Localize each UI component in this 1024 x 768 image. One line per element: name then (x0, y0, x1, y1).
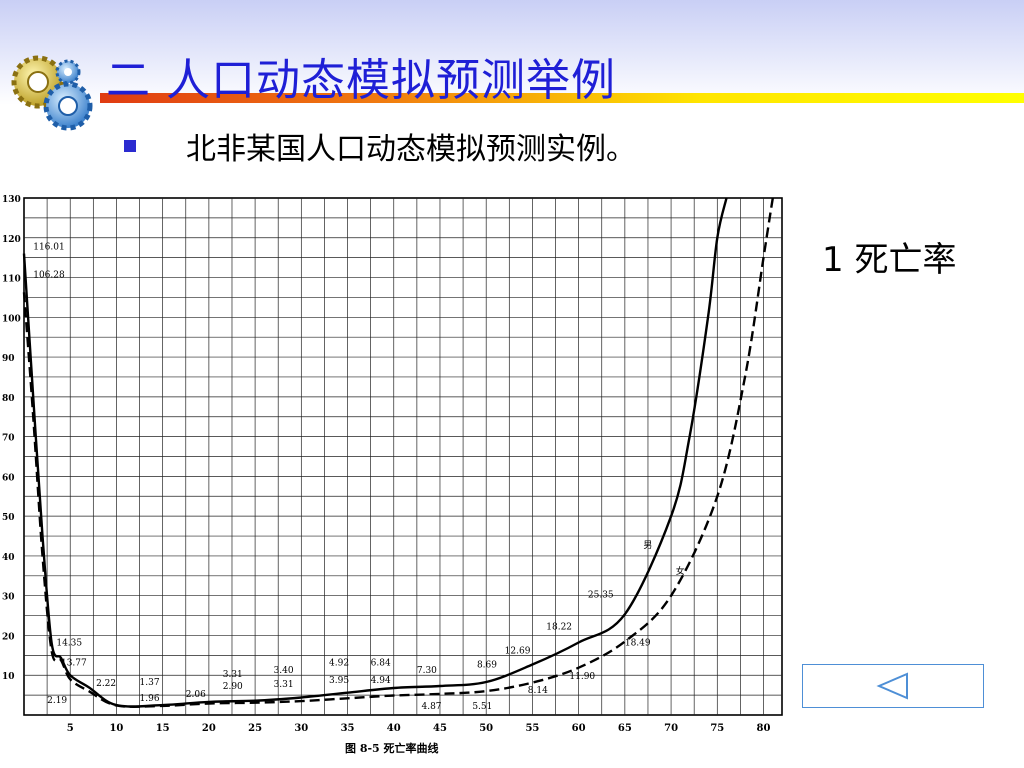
y-tick-label: 60 (2, 473, 15, 483)
y-tick-label: 110 (2, 275, 21, 285)
title-background (0, 0, 1024, 105)
bullet-text: 北非某国人口动态模拟预测实例。 (186, 132, 636, 167)
x-tick-label: 15 (156, 723, 170, 734)
y-tick-label: 90 (2, 354, 15, 364)
x-tick-label: 65 (618, 723, 632, 734)
bullet-square-icon (124, 140, 136, 152)
x-tick-label: 45 (433, 723, 447, 734)
mortality-chart: 5 10 15 20 25 30 35 40 45 50 55 60 65 70 75 80 10 20 30 40 5… (2, 195, 783, 755)
title-accent-bar (100, 93, 1024, 103)
x-tick-label: 70 (664, 723, 678, 734)
data-label: 12.69 (505, 646, 531, 656)
data-label: 2.06 (186, 690, 206, 700)
y-tick-label: 40 (2, 553, 15, 563)
side-label: 1 死亡率 (822, 240, 957, 280)
x-tick-label: 25 (248, 723, 262, 734)
data-label: 25.35 (588, 591, 614, 601)
data-label: 2.90 (223, 682, 243, 692)
y-tick-label: 30 (2, 593, 15, 603)
y-tick-label: 130 (2, 195, 21, 205)
page-title: 二 人口动态模拟预测举例 (106, 55, 616, 106)
data-label: 3.40 (274, 666, 294, 676)
data-label: 2.19 (47, 696, 67, 706)
gears-icon (11, 55, 93, 131)
data-label: 14.35 (56, 638, 82, 648)
y-tick-label: 20 (2, 632, 15, 642)
data-label: 3.31 (274, 680, 294, 690)
data-label: 5.51 (472, 702, 492, 712)
x-tick-label: 5 (67, 723, 74, 734)
y-tick-label: 10 (2, 672, 15, 682)
data-label: 7.30 (417, 666, 437, 676)
y-tick-label: 80 (2, 394, 15, 404)
x-tick-label: 75 (710, 723, 724, 734)
data-label: 女 (676, 565, 685, 577)
x-tick-label: 50 (479, 723, 493, 734)
series-line-male (22, 197, 728, 708)
data-label: 106.28 (33, 271, 65, 281)
x-tick-label: 40 (387, 723, 401, 734)
data-label: 3.95 (329, 676, 349, 686)
x-tick-label: 55 (525, 723, 539, 734)
chart-annotations: 116.01 106.28 14.35 13.77 2.19 2.22 1.37 1.96 2.… (33, 243, 684, 712)
data-label: 2.22 (96, 679, 116, 689)
data-label: 18.22 (546, 622, 572, 632)
back-triangle-icon (876, 672, 908, 700)
chart-series (22, 197, 774, 708)
chart-ticks: 5 10 15 20 25 30 35 40 45 50 55 60 65 70 75 80 10 20 30 40 5… (2, 195, 771, 734)
y-tick-label: 120 (2, 235, 21, 245)
x-tick-label: 35 (341, 723, 355, 734)
data-label: 1.96 (140, 694, 160, 704)
data-label: 1.37 (140, 678, 160, 688)
back-button[interactable] (802, 664, 984, 708)
x-tick-label: 30 (294, 723, 308, 734)
data-label: 8.69 (477, 660, 497, 670)
data-label: 13.77 (61, 658, 87, 668)
data-label: 18.49 (625, 638, 651, 648)
data-label: 11.90 (569, 672, 595, 682)
y-tick-label: 50 (2, 513, 15, 523)
y-tick-label: 70 (2, 434, 15, 444)
series-line-female (22, 197, 774, 708)
data-label: 116.01 (33, 243, 65, 253)
data-label: 4.87 (421, 702, 441, 712)
y-tick-label: 100 (2, 314, 21, 324)
data-label: 6.84 (371, 658, 391, 668)
data-label: 4.92 (329, 658, 349, 668)
data-label: 3.31 (223, 670, 243, 680)
data-label: 男 (643, 540, 652, 551)
x-tick-label: 10 (109, 723, 123, 734)
chart-caption: 图 8-5 死亡率曲线 (345, 741, 439, 755)
chart-grid (23, 197, 783, 716)
x-tick-label: 60 (572, 723, 586, 734)
data-label: 8.14 (528, 686, 548, 696)
x-tick-label: 80 (757, 723, 771, 734)
data-label: 4.94 (371, 676, 391, 686)
x-tick-label: 20 (202, 723, 216, 734)
